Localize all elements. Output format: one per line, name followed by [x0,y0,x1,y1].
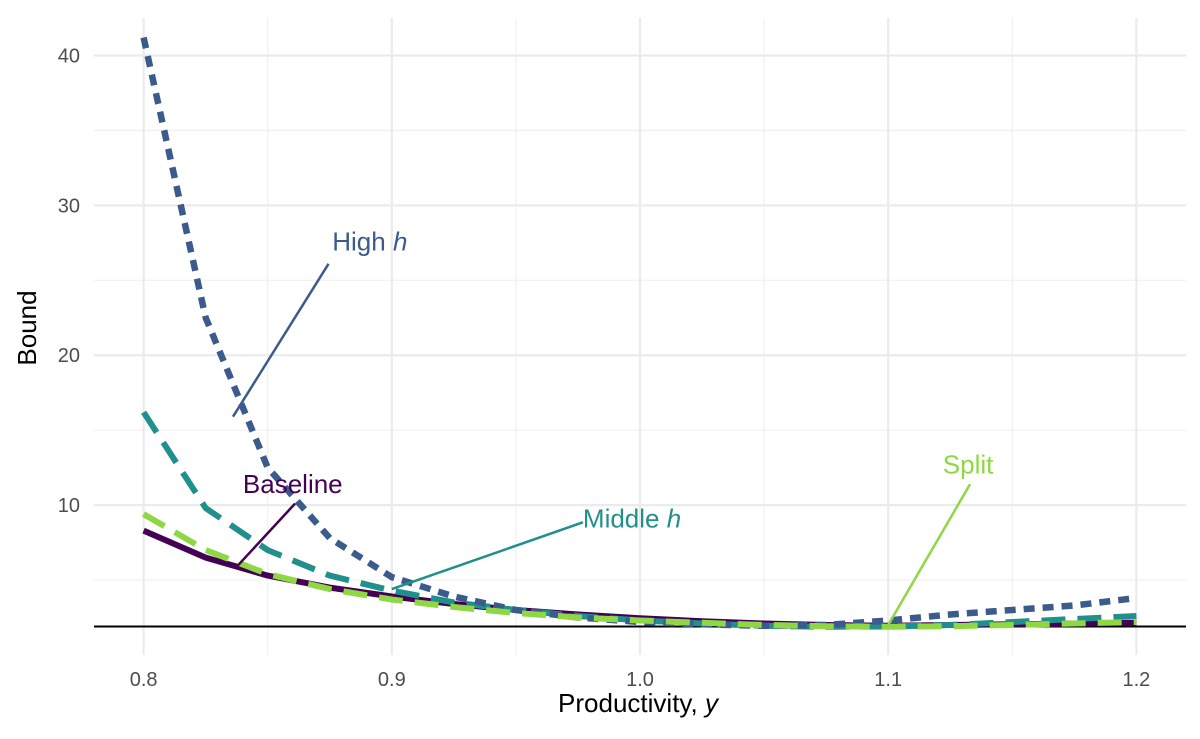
x-axis-title: Productivity, y [558,688,720,718]
x-tick-label-0: 0.8 [130,669,158,691]
y-tick-label-1: 20 [58,345,80,367]
annotation-leader-high-h [231,263,330,418]
major-gridlines [94,18,1186,655]
series-annotations: High h Baseline Middle h Split [231,226,994,626]
y-axis-title: Bound [12,290,42,365]
annotation-label-high-h: High h [332,226,407,256]
annotation-label-baseline: Baseline [243,469,343,499]
x-tick-label-4: 1.2 [1122,669,1150,691]
x-tick-labels: 0.8 0.9 1.0 1.1 1.2 [130,669,1151,691]
annotation-leader-middle-h [391,521,584,591]
x-tick-label-3: 1.1 [874,669,902,691]
x-tick-label-1: 0.9 [378,669,406,691]
annotation-leader-split [887,483,972,626]
y-tick-label-0: 10 [58,495,80,517]
annotation-label-split: Split [943,450,994,480]
x-axis-title-italic: y [703,688,720,718]
x-tick-label-2: 1.0 [626,669,654,691]
x-axis-title-text: Productivity, [558,688,705,718]
series-line-split [142,511,1137,630]
annotation-leader-baseline [234,502,296,569]
series-lines [140,36,1137,630]
y-tick-label-3: 40 [58,45,80,67]
y-tick-label-2: 30 [58,195,80,217]
y-tick-labels: 10 20 30 40 [58,45,80,517]
annotation-label-middle-h: Middle h [583,504,681,534]
series-line-high-h [140,36,1137,630]
